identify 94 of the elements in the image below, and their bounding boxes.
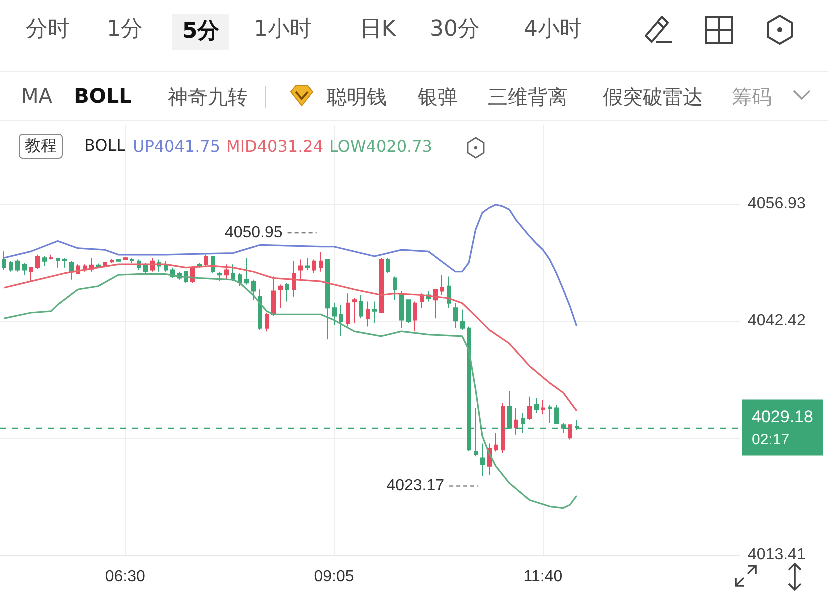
candlestick (56, 258, 60, 268)
candlestick (366, 301, 370, 328)
text: 02:17 (752, 431, 790, 448)
candlestick (62, 258, 67, 268)
candlestick (217, 271, 222, 282)
candlestick (130, 258, 134, 264)
candlestick (15, 259, 20, 272)
candlestick (568, 424, 572, 440)
text: LOW4020.73 (330, 137, 432, 156)
candlestick (447, 276, 451, 309)
candlestick (406, 300, 411, 324)
candlestick (319, 252, 323, 272)
candlestick (285, 282, 289, 302)
candlestick (312, 259, 316, 274)
candlestick (393, 276, 397, 301)
candlestick (123, 256, 128, 262)
candlestick (271, 276, 276, 317)
candlestick (494, 432, 498, 452)
candlestick (298, 259, 303, 280)
text: 神奇九转 (168, 84, 248, 111)
candlestick (339, 304, 343, 337)
text: 4小时 (524, 16, 582, 44)
candlestick (325, 259, 330, 340)
candlestick (251, 279, 256, 301)
text: BOLL (74, 84, 132, 108)
text: 30分 (430, 16, 480, 44)
candlestick (534, 398, 539, 414)
y-tick-label: 4056.93 (748, 195, 806, 212)
candlestick (305, 258, 310, 271)
text: 银弹 (418, 84, 458, 111)
candlestick (42, 256, 47, 267)
text: 5分 (172, 14, 230, 50)
candlestick (386, 258, 390, 274)
text: 日K (360, 16, 396, 44)
annotation: 教程 (19, 134, 63, 159)
candlestick (541, 400, 545, 416)
candlestick (480, 443, 485, 477)
text: 1小时 (254, 16, 312, 44)
line-series (3, 264, 578, 412)
candlestick (116, 258, 121, 262)
text: 聪明钱 (327, 84, 387, 111)
candlestick (346, 293, 350, 328)
candlestick (372, 301, 377, 324)
ref-line-label: 4029.18 (752, 407, 814, 426)
candlestick (501, 402, 505, 454)
candlestick (244, 258, 249, 286)
candlestick (399, 290, 404, 329)
legend-title: BOLL (84, 136, 126, 155)
candlestick (460, 309, 465, 330)
candlestick (278, 284, 283, 309)
candlestick (554, 404, 559, 424)
candlestick (9, 260, 13, 272)
annotation: 4023.17 (386, 478, 445, 495)
line-series (3, 204, 578, 328)
y-tick-label: 4042.42 (748, 312, 806, 330)
line-series (3, 273, 578, 510)
candlestick (548, 404, 552, 424)
candlestick (2, 251, 6, 271)
text: MID4031.24 (226, 137, 324, 156)
text: 筹码 (732, 84, 772, 111)
candlestick (224, 264, 229, 280)
candlestick (352, 298, 357, 324)
candlestick (258, 289, 262, 330)
x-tick-label: 11:40 (524, 568, 563, 586)
candlestick (49, 254, 53, 260)
candlestick (204, 254, 208, 267)
y-tick-label: 4013.41 (748, 546, 806, 564)
annotation: 4050.95 (224, 224, 283, 242)
candlestick (69, 260, 74, 280)
candlestick (110, 258, 114, 264)
candlestick (22, 262, 27, 276)
candlestick (379, 258, 384, 314)
candlestick (453, 302, 458, 329)
candlestick (265, 312, 269, 332)
candlestick (527, 396, 532, 421)
candlestick (514, 408, 518, 436)
candlestick (231, 264, 235, 282)
candlestick (292, 260, 296, 298)
x-tick-label: 09:05 (314, 568, 354, 586)
candlestick (35, 254, 40, 270)
candlestick (211, 256, 215, 274)
text: 三维背离 (488, 84, 568, 111)
text: 假突破雷达 (603, 84, 703, 111)
text: 分时 (26, 16, 70, 44)
text: 1分 (107, 16, 143, 44)
candlestick (238, 272, 242, 287)
x-tick-label: 06:30 (105, 568, 146, 586)
candlestick (440, 274, 444, 296)
text: UP4041.75 (133, 137, 221, 156)
candlestick (359, 294, 363, 320)
candlestick (29, 267, 33, 282)
candlestick (332, 302, 337, 326)
text: MA (22, 84, 52, 108)
candlestick (413, 301, 417, 332)
